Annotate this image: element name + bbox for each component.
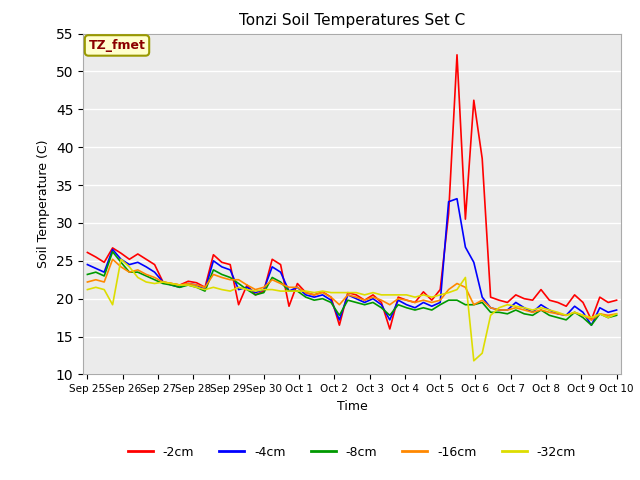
Legend: -2cm, -4cm, -8cm, -16cm, -32cm: -2cm, -4cm, -8cm, -16cm, -32cm [123, 441, 581, 464]
Title: Tonzi Soil Temperatures Set C: Tonzi Soil Temperatures Set C [239, 13, 465, 28]
Text: TZ_fmet: TZ_fmet [88, 39, 145, 52]
X-axis label: Time: Time [337, 400, 367, 413]
Y-axis label: Soil Temperature (C): Soil Temperature (C) [37, 140, 51, 268]
